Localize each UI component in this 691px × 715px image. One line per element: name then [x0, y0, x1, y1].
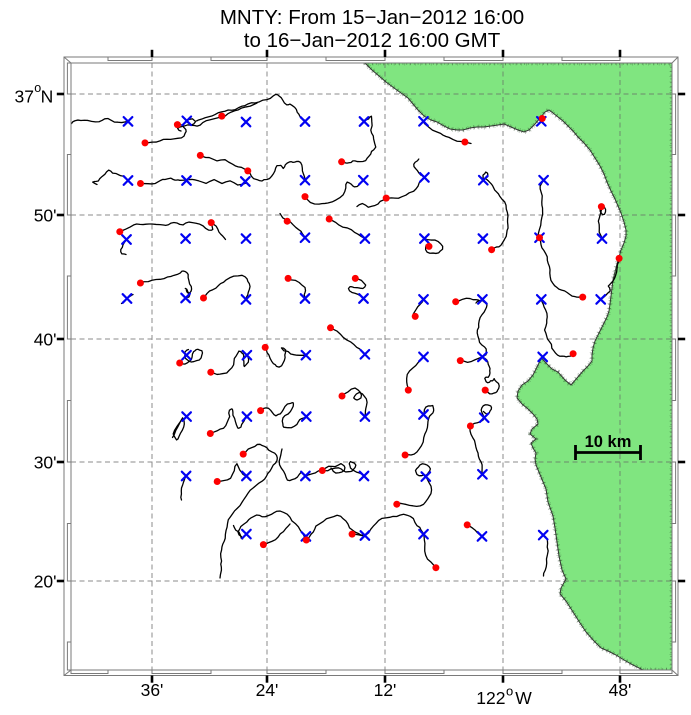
svg-text:W: W	[515, 688, 532, 708]
svg-text:to 16−Jan−2012 16:00 GMT: to 16−Jan−2012 16:00 GMT	[244, 29, 501, 52]
svg-text:50': 50'	[34, 206, 57, 226]
svg-text:10 km: 10 km	[585, 433, 632, 451]
svg-text:N: N	[41, 87, 54, 107]
svg-text:MNTY: From 15−Jan−2012 16:00: MNTY: From 15−Jan−2012 16:00	[220, 6, 524, 29]
svg-text:20': 20'	[34, 572, 57, 592]
svg-text:36': 36'	[141, 680, 164, 700]
svg-text:48': 48'	[609, 680, 632, 700]
svg-text:24': 24'	[256, 680, 279, 700]
svg-text:122: 122	[476, 688, 505, 708]
svg-text:40': 40'	[34, 330, 57, 350]
svg-text:30': 30'	[34, 453, 57, 473]
svg-text:37: 37	[15, 87, 34, 107]
svg-text:12': 12'	[374, 680, 397, 700]
svg-text:o: o	[506, 684, 513, 699]
svg-text:o: o	[34, 81, 41, 95]
